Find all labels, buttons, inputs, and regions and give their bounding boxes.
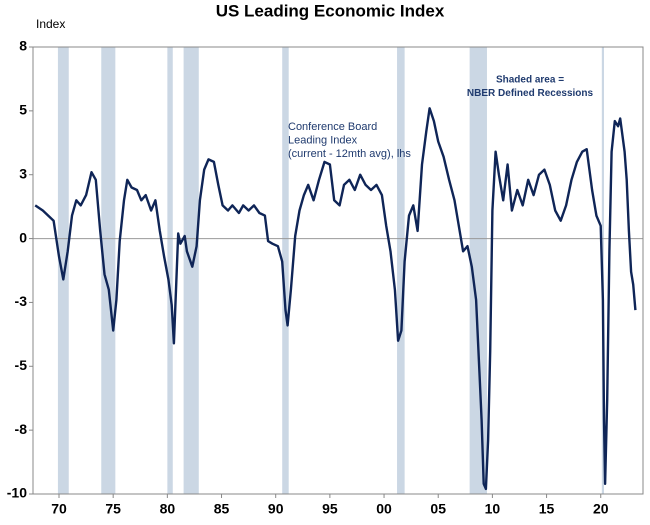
recession-band (469, 47, 487, 494)
x-tick-label: 95 (322, 501, 338, 517)
annotation: Leading Index (288, 134, 358, 146)
y-tick-label: 8 (19, 38, 27, 54)
data-line (34, 107, 637, 491)
plot-border (32, 46, 644, 495)
y-tick-label: -5 (15, 357, 28, 373)
recession-band (167, 47, 173, 494)
annotation: Conference Board (288, 121, 377, 133)
x-tick-label: 90 (268, 501, 284, 517)
y-tick-label: -10 (7, 485, 27, 501)
x-tick-label: 00 (376, 501, 392, 517)
y-axis-label: Index (36, 17, 65, 31)
y-tick-label: -8 (15, 421, 28, 437)
x-tick-label: 05 (430, 501, 446, 517)
x-tick-label: 85 (214, 501, 230, 517)
annotation: (current - 12mth avg), lhs (288, 148, 411, 160)
recession-band (101, 47, 116, 494)
annotation: NBER Defined Recessions (467, 88, 594, 99)
recession-band (282, 47, 289, 494)
x-tick-label: 70 (51, 501, 67, 517)
chart-title: US Leading Economic Index (216, 1, 445, 20)
x-tick-label: 80 (160, 501, 176, 517)
x-tick-label: 10 (485, 501, 501, 517)
recession-band (183, 47, 199, 494)
y-tick-label: 3 (19, 165, 27, 181)
x-tick-label: 20 (593, 501, 609, 517)
y-tick-label: 0 (19, 229, 27, 245)
recession-band (57, 47, 69, 494)
x-tick-label: 75 (105, 501, 121, 517)
x-tick-label: 15 (539, 501, 555, 517)
y-tick-label: -3 (15, 293, 28, 309)
recession-band (397, 47, 405, 494)
y-tick-label: 5 (19, 102, 27, 118)
annotation: Shaded area = (496, 75, 564, 86)
